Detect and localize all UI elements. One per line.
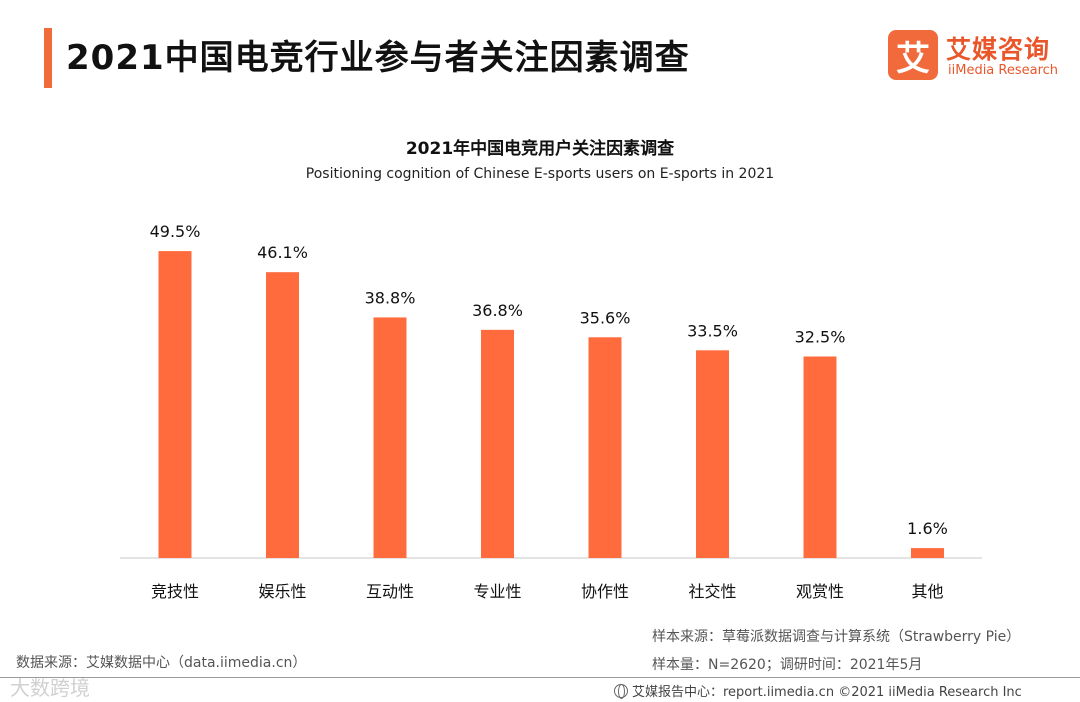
footer-text: 艾媒报告中心：report.iimedia.cn ©2021 iiMedia R… <box>632 685 1022 700</box>
footer: 艾媒报告中心：report.iimedia.cn ©2021 iiMedia R… <box>614 681 1022 700</box>
data-label-7: 1.6% <box>907 519 948 538</box>
bar-6 <box>803 356 837 558</box>
data-label-4: 35.6% <box>580 308 631 327</box>
category-label-2: 互动性 <box>366 582 414 601</box>
watermark: 大数跨境 <box>10 676 90 700</box>
category-label-5: 社交性 <box>688 582 736 601</box>
bar-3 <box>481 329 514 558</box>
category-label-7: 其他 <box>911 582 943 601</box>
bar-7 <box>911 548 944 558</box>
chart-title: 2021年中国电竞用户关注因素调查 <box>405 139 675 159</box>
category-label-0: 竞技性 <box>151 582 199 601</box>
category-label-6: 观赏性 <box>796 582 844 601</box>
data-source: 数据来源：艾媒数据中心（data.iimedia.cn） <box>16 655 307 671</box>
sample-size: 样本量：N=2620；调研时间：2021年5月 <box>652 657 923 673</box>
chart-subtitle: Positioning cognition of Chinese E-sport… <box>305 166 775 182</box>
data-label-5: 33.5% <box>687 321 738 340</box>
data-label-6: 32.5% <box>795 328 846 347</box>
logo-name-en: iiMedia Research <box>948 63 1059 78</box>
globe-icon <box>614 683 628 699</box>
title-accent-bar <box>44 28 52 88</box>
category-label-1: 娱乐性 <box>258 582 306 601</box>
sample-source: 样本来源：草莓派数据调查与计算系统（Strawberry Pie） <box>652 629 1021 645</box>
bar-0 <box>158 251 192 558</box>
page-title: 2021中国电竞行业参与者关注因素调查 <box>66 38 690 78</box>
logo-badge-icon: 艾 <box>888 30 938 80</box>
bar-2 <box>373 317 407 558</box>
data-label-2: 38.8% <box>365 288 416 307</box>
iimedia-logo: 艾 艾媒咨询 iiMedia Research <box>888 30 1064 84</box>
data-label-1: 46.1% <box>257 243 308 262</box>
category-label-3: 专业性 <box>473 582 521 601</box>
category-label-4: 协作性 <box>581 582 629 601</box>
bar-1 <box>266 272 299 558</box>
logo-name-cn: 艾媒咨询 <box>946 35 1051 64</box>
footer-divider <box>0 677 1080 678</box>
data-label-3: 36.8% <box>472 301 523 320</box>
bar-5 <box>696 350 729 558</box>
data-label-0: 49.5% <box>150 222 201 241</box>
bar-4 <box>588 337 622 558</box>
